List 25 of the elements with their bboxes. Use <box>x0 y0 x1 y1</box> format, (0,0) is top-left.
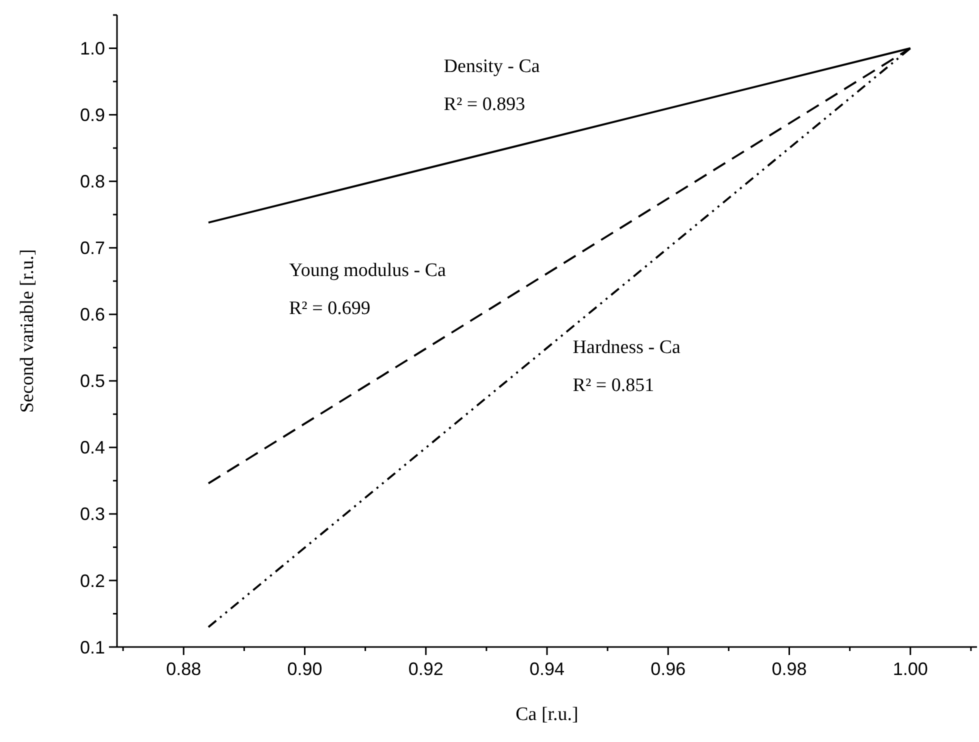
annotation: R² = 0.851 <box>572 375 654 396</box>
x-tick-label: 0.94 <box>529 659 565 679</box>
y-axis-title: Second variable [r.u.] <box>17 249 38 413</box>
y-tick-label: 0.8 <box>80 172 105 192</box>
annotation: R² = 0.893 <box>444 94 526 115</box>
y-tick-label: 0.5 <box>80 371 105 392</box>
annotation: Hardness - Ca <box>572 337 682 358</box>
x-tick-label: 0.96 <box>650 659 686 679</box>
annotation: R² = 0.699 <box>289 298 370 320</box>
x-tick-label: 0.88 <box>166 659 202 679</box>
x-tick-label: 0.90 <box>287 659 322 679</box>
y-tick-label: 0.2 <box>80 570 105 591</box>
y-tick-label: 0.7 <box>80 238 105 258</box>
annotation: Density - Ca <box>444 56 540 77</box>
y-tick-label: 0.3 <box>80 504 105 524</box>
y-tick-label: 1.0 <box>80 38 105 59</box>
annotation: Young modulus - Ca <box>289 260 447 282</box>
y-tick-label: 0.9 <box>80 105 105 126</box>
x-tick-label: 0.98 <box>772 659 807 679</box>
x-axis-title: Ca [r.u.] <box>516 704 578 725</box>
y-tick-label: 0.4 <box>80 438 105 458</box>
x-tick-label: 0.92 <box>408 659 444 679</box>
x-tick-label: 1.00 <box>892 659 928 679</box>
y-tick-label: 0.1 <box>80 637 105 658</box>
y-tick-label: 0.6 <box>80 304 105 325</box>
